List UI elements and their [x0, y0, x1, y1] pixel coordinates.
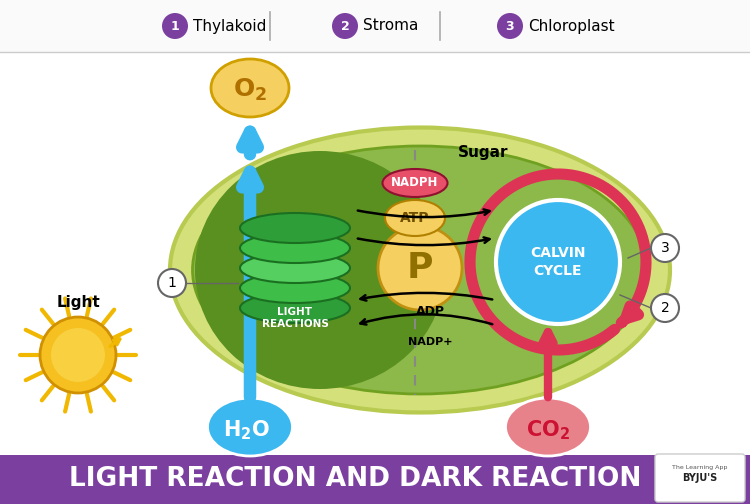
Text: 1: 1: [170, 20, 179, 32]
Text: The Learning App: The Learning App: [672, 466, 728, 471]
Circle shape: [158, 269, 186, 297]
Ellipse shape: [382, 169, 448, 197]
Text: Thylakoid: Thylakoid: [193, 19, 266, 33]
Circle shape: [378, 226, 462, 310]
Bar: [0, 0, 750, 52]
Text: 1: 1: [167, 276, 176, 290]
Text: ADP: ADP: [416, 305, 445, 318]
Ellipse shape: [211, 59, 289, 117]
Ellipse shape: [240, 253, 350, 283]
Text: 2: 2: [340, 20, 350, 32]
Text: Light: Light: [56, 295, 100, 310]
Circle shape: [651, 234, 679, 262]
Ellipse shape: [240, 273, 350, 303]
Text: 2: 2: [661, 301, 669, 315]
Text: $\mathbf{H_2O}$: $\mathbf{H_2O}$: [224, 418, 271, 442]
FancyBboxPatch shape: [655, 454, 745, 502]
Circle shape: [496, 200, 620, 324]
Ellipse shape: [195, 151, 445, 389]
Text: NADP+: NADP+: [408, 337, 452, 347]
Text: ATP: ATP: [400, 211, 430, 225]
Text: LIGHT REACTION AND DARK REACTION: LIGHT REACTION AND DARK REACTION: [69, 466, 641, 492]
Ellipse shape: [240, 293, 350, 323]
Text: NADPH: NADPH: [392, 176, 439, 190]
Text: 3: 3: [506, 20, 515, 32]
Text: Sugar: Sugar: [458, 145, 509, 159]
Circle shape: [162, 13, 188, 39]
Ellipse shape: [240, 233, 350, 263]
Circle shape: [651, 294, 679, 322]
Text: CALVIN
CYCLE: CALVIN CYCLE: [530, 246, 586, 278]
Ellipse shape: [170, 128, 670, 412]
Ellipse shape: [208, 398, 292, 456]
Ellipse shape: [240, 213, 350, 243]
Ellipse shape: [385, 200, 445, 236]
Text: Stroma: Stroma: [363, 19, 419, 33]
Circle shape: [51, 328, 105, 382]
Text: $\mathbf{CO_2}$: $\mathbf{CO_2}$: [526, 418, 570, 442]
Text: LIGHT
REACTIONS: LIGHT REACTIONS: [262, 307, 328, 329]
Circle shape: [40, 317, 116, 393]
Bar: [0, 455, 750, 504]
Text: P: P: [406, 251, 433, 285]
Text: 3: 3: [661, 241, 669, 255]
Text: BYJU'S: BYJU'S: [682, 473, 718, 483]
Text: Chloroplast: Chloroplast: [528, 19, 615, 33]
Ellipse shape: [506, 398, 590, 456]
Ellipse shape: [193, 146, 647, 394]
Text: $\mathbf{O_2}$: $\mathbf{O_2}$: [233, 77, 267, 103]
Circle shape: [497, 13, 523, 39]
Circle shape: [332, 13, 358, 39]
